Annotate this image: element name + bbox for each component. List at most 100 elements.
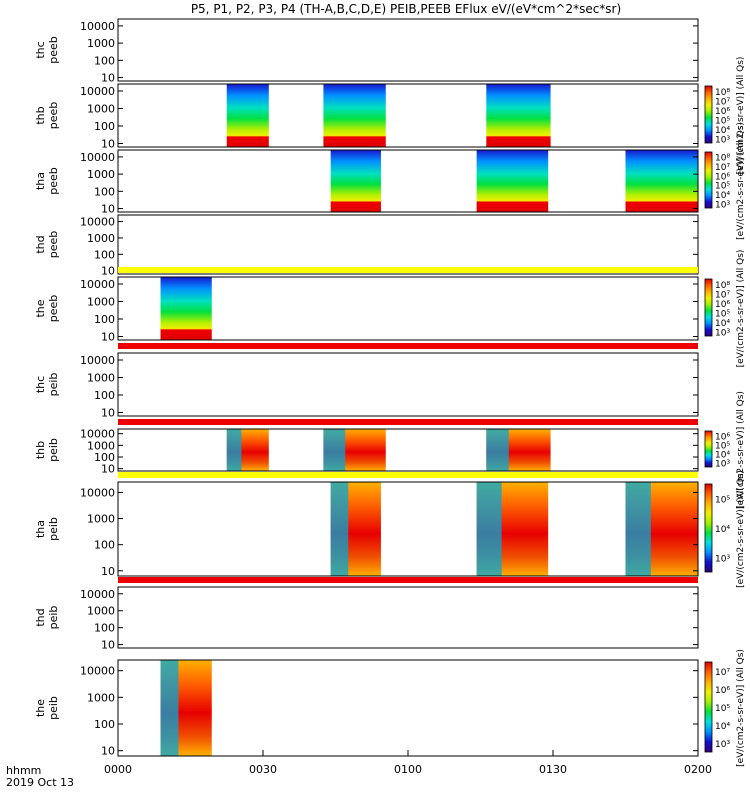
colorbar-tick-label: 10³ [715, 554, 730, 564]
y-tick-label: 1000 [87, 513, 115, 526]
colorbar-tick-label: 10³ [715, 740, 730, 750]
colorbar-tick-label: 10⁵ [715, 442, 730, 452]
colorbar [704, 483, 713, 573]
colorbar-tick-label: 10⁵ [715, 116, 730, 126]
panel-label-instrument: peib [47, 373, 60, 397]
time-axis-label-date: 2019 Oct 13 [6, 776, 74, 789]
spectrogram-segment [330, 150, 381, 212]
quality-strip [118, 472, 698, 478]
y-tick-label: 10000 [80, 278, 115, 291]
colorbar-label: [eV/(cm2-s-sr-eV)] (All Qs) [736, 250, 746, 368]
y-tick-label: 100 [94, 389, 115, 402]
colorbar-label: [eV/(cm2-s-sr-eV)] (All Qs) [736, 122, 746, 240]
panel-frame [117, 149, 699, 213]
spectrogram-segment [323, 84, 386, 147]
colorbar-tick-label: 10³ [715, 460, 730, 470]
panel-label-instrument: peeb [47, 102, 60, 130]
y-tick-label: 10 [101, 463, 115, 476]
y-tick-label: 1000 [87, 103, 115, 116]
panel-frame [117, 18, 699, 82]
time-tick-label: 0000 [104, 763, 132, 776]
colorbar-tick-label: 10⁵ [715, 704, 730, 714]
spectrogram-noise-band [160, 660, 179, 756]
y-tick-label: 10 [101, 639, 115, 652]
colorbar-tick-label: 10⁷ [715, 163, 730, 173]
colorbar-tick-label: 10³ [715, 328, 730, 338]
y-tick-label: 10000 [80, 85, 115, 98]
quality-strip [118, 343, 698, 349]
y-tick-label: 1000 [87, 372, 115, 385]
colorbar-tick-label: 10⁸ [715, 88, 730, 98]
colorbar-tick-label: 10⁷ [715, 668, 730, 678]
y-tick-label: 100 [94, 718, 115, 731]
colorbar-tick-label: 10⁵ [715, 309, 730, 319]
spectrogram-noise-band [323, 429, 346, 471]
colorbar [704, 278, 713, 337]
spectrogram-noise-band [330, 482, 349, 576]
y-tick-label: 10 [101, 331, 115, 344]
colorbar-tick-label: 10⁶ [715, 172, 730, 182]
y-tick-label: 1000 [87, 439, 115, 452]
time-tick-label: 0130 [539, 763, 567, 776]
y-tick-label: 10000 [80, 151, 115, 164]
y-tick-label: 1000 [87, 37, 115, 50]
colorbar-tick-label: 10⁸ [715, 281, 730, 291]
panel-label-instrument: peeb [47, 167, 60, 195]
colorbar-tick-label: 10⁶ [715, 107, 730, 117]
colorbar-tick-label: 10⁴ [715, 126, 730, 136]
time-axis: hhmm 2019 Oct 13 0000 0030 0100 0130 0200 [6, 750, 712, 789]
colorbar [704, 85, 713, 144]
panel-label-probe: the [34, 299, 47, 317]
spectrogram-noise-band [476, 482, 502, 576]
y-tick-label: 10000 [80, 588, 115, 601]
panel-thc-peib: 10 100 1000 10000 thc peib [34, 343, 699, 420]
colorbar-tick-label: 10⁵ [715, 496, 730, 506]
colorbar-label: [eV/(cm2-s-sr-eV)] (All Qs) [736, 391, 746, 509]
panel-frame [117, 83, 699, 148]
colorbar-label: [eV/(cm2-s-sr-eV)] (All Qs) [736, 57, 746, 175]
panel-thd-peeb: 10 100 1000 10000 thd peeb [34, 214, 699, 278]
panel-label-instrument: peib [47, 438, 60, 462]
panel-the-peib: 10 100 1000 10000 the peib 10³ 10⁴ 10⁵ 10⁶ 10⁷ [eV/… [34, 649, 746, 767]
spectrogram-segment [625, 150, 698, 212]
y-tick-label: 10 [101, 265, 115, 278]
panel-label-probe: thd [34, 608, 47, 626]
time-tick-label: 0200 [684, 763, 712, 776]
y-tick-label: 1000 [87, 296, 115, 309]
y-tick-label: 100 [94, 539, 115, 552]
panel-thd-peib: 10 100 1000 10000 thd peib [34, 577, 699, 652]
spectrogram-segment [486, 84, 551, 147]
y-tick-label: 100 [94, 120, 115, 133]
colorbar [704, 151, 713, 209]
y-tick-label: 100 [94, 54, 115, 67]
colorbar [704, 661, 713, 753]
spectrogram-noise-band [625, 482, 651, 576]
y-tick-label: 10 [101, 72, 115, 85]
panel-label-instrument: peib [47, 606, 60, 630]
y-tick-label: 100 [94, 451, 115, 464]
time-tick-label: 0030 [249, 763, 277, 776]
colorbar-tick-label: 10⁴ [715, 525, 730, 535]
y-tick-label: 10000 [80, 216, 115, 229]
colorbar-tick-label: 10⁴ [715, 451, 730, 461]
colorbar [704, 430, 713, 468]
y-tick-label: 10000 [80, 486, 115, 499]
panel-label-instrument: peeb [47, 295, 60, 323]
quality-strip [118, 419, 698, 425]
quality-strip [118, 267, 698, 273]
panel-frame [117, 352, 699, 417]
spectrogram-segment [226, 84, 269, 147]
y-tick-label: 100 [94, 185, 115, 198]
panel-tha-peib: 10 100 1000 10000 tha peib 10³ 10⁴ 10⁵ [eV/(cm2-s… [34, 470, 746, 588]
colorbar-tick-label: 10⁶ [715, 300, 730, 310]
panel-label-probe: thb [34, 106, 47, 124]
y-tick-label: 1000 [87, 168, 115, 181]
colorbar-tick-label: 10⁷ [715, 290, 730, 300]
panel-label-probe: tha [34, 520, 47, 538]
y-tick-label: 100 [94, 248, 115, 261]
y-tick-label: 10 [101, 138, 115, 151]
